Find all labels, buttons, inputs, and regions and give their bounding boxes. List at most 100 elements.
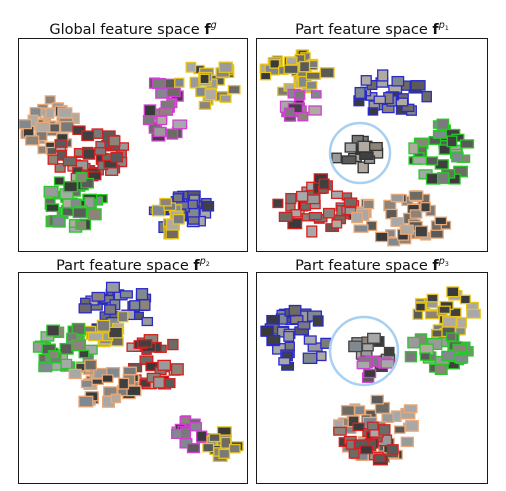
image-thumbnail <box>72 125 86 136</box>
part2-scatter <box>32 281 244 463</box>
image-thumbnail <box>228 443 241 454</box>
image-thumbnail <box>218 448 231 459</box>
image-thumbnail <box>363 368 377 379</box>
cluster-beige <box>68 359 142 408</box>
panel-part-feature-space-2 <box>18 272 248 484</box>
image-thumbnail <box>352 422 365 432</box>
title-part1-symbol: f <box>432 22 439 38</box>
image-thumbnail <box>285 192 297 205</box>
image-thumbnail <box>424 310 440 320</box>
global-scatter <box>19 61 241 240</box>
image-thumbnail <box>143 104 157 117</box>
image-thumbnail <box>78 395 94 408</box>
image-thumbnail <box>377 69 389 82</box>
image-thumbnail <box>452 343 468 353</box>
image-thumbnail <box>82 148 96 160</box>
image-thumbnail <box>369 141 383 152</box>
image-thumbnail <box>405 420 419 432</box>
image-thumbnail <box>421 90 432 103</box>
image-thumbnail <box>201 201 215 212</box>
image-thumbnail <box>354 405 366 416</box>
image-thumbnail <box>436 118 450 130</box>
image-thumbnail <box>220 436 232 449</box>
image-thumbnail <box>62 156 78 167</box>
image-thumbnail <box>367 332 381 344</box>
cluster-mixed-center <box>331 134 384 174</box>
image-thumbnail <box>361 343 374 352</box>
cluster-red <box>47 125 130 182</box>
image-thumbnail <box>60 358 73 370</box>
image-thumbnail <box>46 324 60 337</box>
image-thumbnail <box>87 208 102 221</box>
image-thumbnail <box>445 332 457 342</box>
image-thumbnail <box>316 351 327 362</box>
image-thumbnail <box>166 128 179 140</box>
cluster-blue <box>353 69 432 116</box>
image-thumbnail <box>45 203 60 213</box>
image-thumbnail <box>373 95 386 105</box>
image-thumbnail <box>391 75 405 87</box>
image-thumbnail <box>356 360 371 370</box>
image-thumbnail <box>283 330 295 342</box>
image-thumbnail <box>157 359 172 371</box>
cluster-yellow <box>83 310 129 348</box>
image-thumbnail <box>44 95 56 105</box>
image-thumbnail <box>390 193 405 203</box>
image-thumbnail <box>171 428 183 440</box>
image-thumbnail <box>404 351 418 363</box>
image-thumbnail <box>359 445 373 455</box>
image-thumbnail <box>186 443 201 454</box>
cluster-green <box>43 171 108 233</box>
image-thumbnail <box>344 206 357 216</box>
image-thumbnail <box>35 121 51 133</box>
image-thumbnail <box>319 67 335 79</box>
title-part2-sup: p2 <box>199 256 210 268</box>
image-thumbnail <box>185 61 197 73</box>
image-thumbnail <box>360 75 372 86</box>
image-thumbnail <box>330 190 344 200</box>
panel-part-feature-space-1 <box>256 38 488 252</box>
image-thumbnail <box>420 202 431 213</box>
image-thumbnail <box>370 394 384 405</box>
panel-part-feature-space-3 <box>256 272 488 484</box>
image-thumbnail <box>459 139 475 149</box>
image-thumbnail <box>187 199 199 210</box>
image-thumbnail <box>285 56 298 66</box>
image-thumbnail <box>414 225 429 238</box>
image-thumbnail <box>441 350 457 362</box>
cluster-yellow-2 <box>151 197 185 240</box>
image-thumbnail <box>466 308 481 319</box>
image-thumbnail <box>68 368 82 380</box>
image-thumbnail <box>71 322 86 336</box>
image-thumbnail <box>202 442 215 453</box>
image-thumbnail <box>296 190 309 202</box>
image-thumbnail <box>260 325 274 337</box>
image-thumbnail <box>362 199 375 210</box>
image-thumbnail <box>259 71 272 81</box>
image-thumbnail <box>84 196 95 209</box>
image-thumbnail <box>78 349 90 359</box>
image-thumbnail <box>153 126 167 138</box>
title-global-sup: g <box>210 20 217 31</box>
image-thumbnail <box>408 142 419 155</box>
image-thumbnail <box>108 135 121 147</box>
cluster-magenta <box>279 88 322 122</box>
image-thumbnail <box>359 151 374 160</box>
image-thumbnail <box>189 422 203 432</box>
image-thumbnail <box>167 338 179 351</box>
image-thumbnail <box>208 433 221 443</box>
highlight-circle <box>328 121 392 185</box>
image-thumbnail <box>105 281 120 293</box>
image-thumbnail <box>410 80 426 91</box>
image-thumbnail <box>110 393 122 404</box>
title-part3-text: Part feature space <box>295 258 433 274</box>
image-thumbnail <box>199 73 210 85</box>
title-global-symbol: f <box>204 22 211 38</box>
image-thumbnail <box>47 350 59 359</box>
image-thumbnail <box>298 60 311 73</box>
image-thumbnail <box>302 352 318 365</box>
image-thumbnail <box>54 139 68 148</box>
image-thumbnail <box>367 107 379 116</box>
image-thumbnail <box>266 334 281 346</box>
image-thumbnail <box>187 216 200 225</box>
